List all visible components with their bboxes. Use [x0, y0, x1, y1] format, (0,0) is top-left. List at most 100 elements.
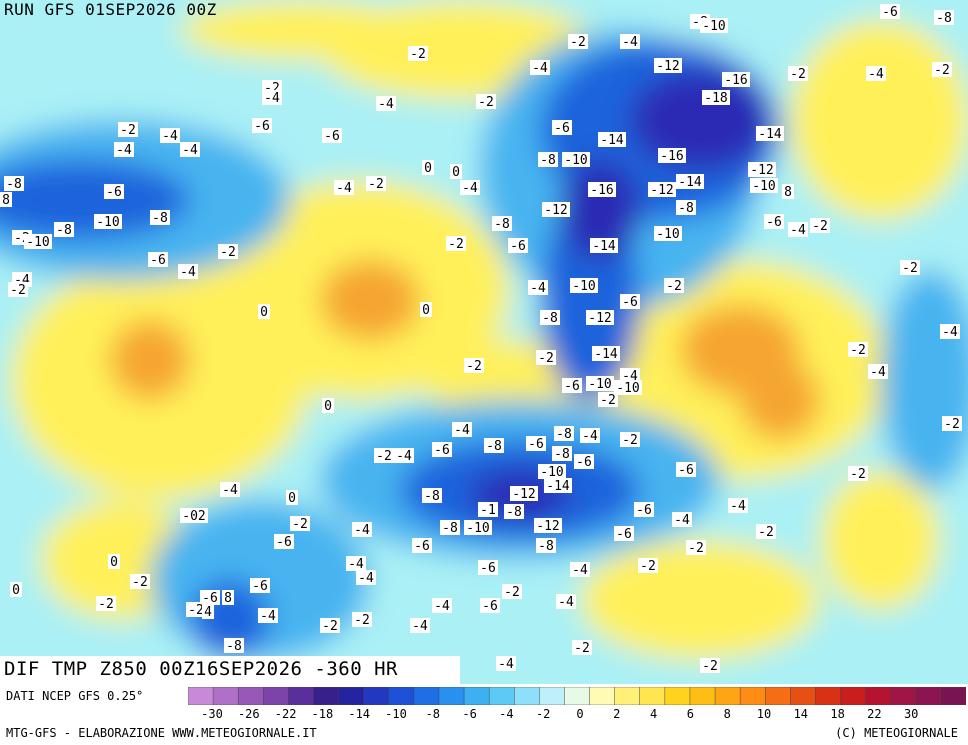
contour-label-text: -8 — [6, 177, 22, 192]
contour-label-text: -10 — [564, 153, 587, 168]
contour-label-text: -4 — [396, 449, 412, 464]
colorbar-swatch — [714, 687, 741, 705]
contour-label: -4 — [160, 128, 180, 144]
contour-label-text: -4 — [572, 563, 588, 578]
contour-label: -8 — [54, 222, 74, 238]
contour-label-text: -10 — [540, 465, 563, 480]
colorbar-swatch — [237, 687, 265, 705]
contour-label-text: -4 — [180, 265, 196, 280]
contour-label: -2 — [502, 584, 522, 600]
contour-label-text: -2 — [354, 613, 370, 628]
contour-label: -2 — [374, 448, 394, 464]
contour-label: -8 — [552, 446, 572, 462]
contour-label: -6 — [322, 128, 342, 144]
contour-label: -4 — [114, 142, 134, 158]
contour-label-text: -12 — [656, 59, 679, 74]
contour-label: -4 — [570, 562, 590, 578]
contour-label: -8 — [150, 210, 170, 226]
contour-label: -10 — [464, 520, 492, 536]
contour-label-text: -14 — [678, 175, 702, 190]
contour-label-text: 8 — [224, 591, 232, 606]
contour-label: -4 — [556, 594, 576, 610]
contour-label-text: -4 — [222, 483, 238, 498]
contour-label-text: -2 — [220, 245, 236, 260]
contour-label: -4 — [868, 364, 888, 380]
contour-label: -4 — [528, 280, 548, 296]
contour-label-text: -4 — [358, 571, 374, 586]
contour-label-text: -10 — [656, 227, 679, 242]
contour-label: -2 — [96, 596, 116, 612]
contour-label-text: -6 — [636, 503, 652, 518]
contour-label-text: -6 — [480, 561, 496, 576]
colorbar-swatch — [463, 687, 490, 705]
contour-label-text: -4 — [622, 35, 638, 50]
contour-label-text: -6 — [882, 5, 898, 20]
contour-label-text: -2 — [902, 261, 918, 276]
contour-label: -2 — [638, 558, 658, 574]
contour-label: 8 — [782, 184, 794, 200]
contour-label-text: 8 — [784, 185, 792, 200]
contour-label-text: -4 — [348, 557, 364, 572]
contour-label-text: 0 — [12, 583, 20, 598]
colorbar-swatch — [739, 687, 766, 705]
contour-label: -2 — [620, 432, 640, 448]
contour-label: -18 — [702, 90, 730, 106]
contour-label: -6 — [676, 462, 696, 478]
contour-label-text: -6 — [202, 591, 218, 606]
contour-label-text: -2 — [322, 619, 338, 634]
contour-label-text: -2 — [600, 393, 616, 408]
contour-label: -12 — [654, 58, 682, 74]
contour-label: -10 — [586, 376, 614, 392]
contour-label-text: -4 — [162, 129, 178, 144]
contour-label: -14 — [756, 126, 784, 142]
contour-label: -8 — [504, 504, 524, 520]
contour-label-text: -6 — [482, 599, 498, 614]
colorbar-tick-label: 30 — [903, 707, 919, 721]
colorbar-swatch — [188, 687, 214, 705]
contour-label: -12 — [534, 518, 562, 534]
colorbar-swatch — [840, 687, 867, 705]
contour-label: -14 — [590, 238, 618, 254]
contour-label: -8 — [484, 438, 504, 454]
contour-label: -16 — [658, 148, 686, 164]
contour-label: -2 — [464, 358, 484, 374]
colorbar-tick-label: -30 — [201, 707, 223, 721]
contour-label: -4 — [432, 598, 452, 614]
contour-label-text: -2 — [368, 177, 384, 192]
contour-label-text: -8 — [542, 311, 558, 326]
contour-label: -10 — [94, 214, 122, 230]
contour-label: -4 — [410, 618, 430, 634]
title-box — [0, 656, 460, 684]
contour-label-text: -4 — [674, 513, 690, 528]
contour-label: -6 — [480, 598, 500, 614]
contour-label: -2 — [320, 618, 340, 634]
contour-label: -4 — [460, 180, 480, 196]
contour-label: -8 — [676, 200, 696, 216]
contour-label: -10 — [654, 226, 682, 242]
contour-label-text: -4 — [462, 181, 478, 196]
contour-label-text: -4 — [730, 499, 746, 514]
contour-label-text: -8 — [494, 217, 510, 232]
colorbar-swatch — [614, 687, 641, 705]
contour-label: -14 — [544, 478, 572, 494]
contour-label-text: -4 — [434, 599, 450, 614]
contour-label-text: 0 — [260, 305, 268, 320]
contour-label: -12 — [648, 182, 676, 198]
contour-label: -2 — [8, 282, 28, 298]
colorbar-tick-label: 10 — [756, 707, 772, 721]
contour-label: -4 — [672, 512, 692, 528]
contour-label: -2 — [942, 416, 962, 432]
colorbar-swatch — [940, 687, 966, 705]
contour-label: -12 — [510, 486, 538, 502]
contour-label-text: 0 — [424, 161, 432, 176]
contour-label: -4 — [346, 556, 366, 572]
contour-label-text: -8 — [678, 201, 694, 216]
contour-label-text: 8 — [2, 193, 10, 208]
contour-label-text: -8 — [442, 521, 458, 536]
contour-label: -6 — [614, 526, 634, 542]
contour-label-text: -16 — [660, 149, 683, 164]
contour-label: -4 — [220, 482, 240, 498]
contour-label: -2 — [848, 342, 868, 358]
contour-label: -2 — [366, 176, 386, 192]
contour-label-text: -6 — [254, 119, 270, 134]
